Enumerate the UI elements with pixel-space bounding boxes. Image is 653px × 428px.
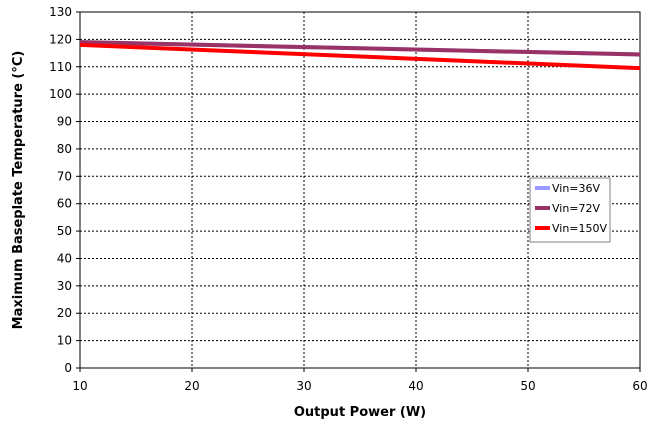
legend-label: Vin=36V [552, 182, 601, 195]
y-tick-label: 100 [49, 87, 72, 101]
x-tick-label: 30 [296, 379, 311, 393]
x-tick-label: 60 [632, 379, 647, 393]
legend-label: Vin=72V [552, 202, 601, 215]
series-line-2 [79, 40, 641, 57]
x-tick-label: 40 [408, 379, 423, 393]
x-tick-label: 10 [72, 379, 87, 393]
plot-area-frame [79, 11, 641, 369]
y-tick-label: 40 [57, 251, 72, 265]
y-tick-label: 0 [64, 361, 72, 375]
y-tick-label: 80 [57, 142, 72, 156]
y-tick-label: 110 [49, 60, 72, 74]
legend-label: Vin=150V [552, 222, 608, 235]
y-tick-label: 60 [57, 197, 72, 211]
legend-items: Vin=36V Vin=72V Vin=150V [535, 182, 608, 235]
y-tick-label: 10 [57, 334, 72, 348]
x-axis-title: Output Power (W) [294, 405, 426, 420]
y-tick-label: 120 [49, 32, 72, 46]
legend: Vin=36V Vin=72V Vin=150V [529, 177, 611, 243]
x-tick-label: 20 [184, 379, 199, 393]
series-line-3 [79, 42, 641, 71]
x-tick-label: 50 [520, 379, 535, 393]
y-tick-label: 70 [57, 169, 72, 183]
y-tick-label: 130 [49, 5, 72, 19]
y-axis-title: Maximum Baseplate Temperature (°C) [11, 51, 26, 330]
y-tick-label: 30 [57, 279, 72, 293]
y-tick-label: 90 [57, 115, 72, 129]
y-tick-label: 50 [57, 224, 72, 238]
series-layer [79, 40, 641, 71]
y-tick-label: 20 [57, 306, 72, 320]
